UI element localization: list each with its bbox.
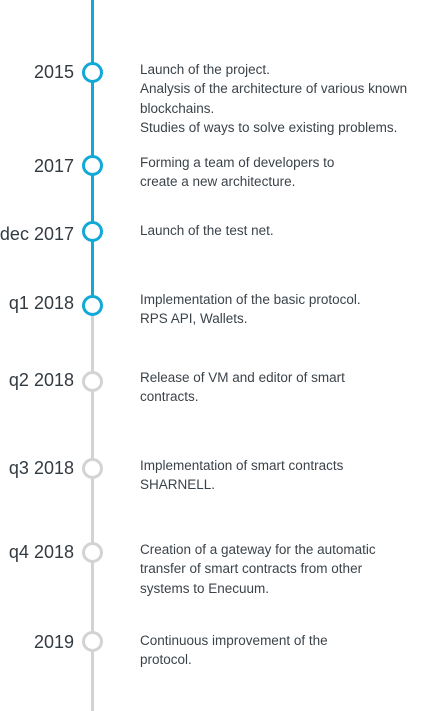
milestone-marker-upcoming-icon — [82, 371, 103, 392]
milestone-description: Implementation of smart contracts SHARNE… — [140, 456, 432, 495]
description-line: Continuous improvement of the — [140, 633, 328, 648]
timeline-line-completed — [91, 0, 94, 305]
milestone-date: 2019 — [33, 632, 74, 652]
milestone-description: Launch of the test net. — [140, 221, 432, 240]
description-line: transfer of smart contracts from other — [140, 561, 363, 577]
milestone-marker-upcoming-icon — [82, 458, 103, 479]
timeline-line-upcoming — [91, 305, 94, 711]
milestone-description: Implementation of the basic protocol. RP… — [140, 290, 432, 329]
milestone-description: Continuous improvement of the protocol. — [140, 631, 432, 670]
milestone-date: q4 2018 — [8, 542, 74, 562]
milestone-marker-completed-icon — [82, 221, 103, 242]
description-line: protocol. — [140, 652, 192, 668]
milestone-date: 2017 — [33, 156, 74, 176]
milestone-date: q2 2018 — [8, 370, 74, 390]
description-line: blockchains. — [140, 100, 215, 116]
description-line: contracts. — [140, 389, 199, 405]
description-line: Implementation of the basic protocol. — [140, 292, 361, 307]
description-line: SHARNELL. — [140, 477, 216, 493]
milestone-marker-upcoming-icon — [82, 542, 103, 563]
description-line: Forming a team of developers to — [140, 155, 335, 170]
description-line: Launch of the test net. — [140, 223, 274, 238]
description-line: Launch of the project. — [140, 62, 270, 77]
description-line: Release of VM and editor of smart — [140, 370, 345, 385]
milestone-date: 2015 — [33, 62, 74, 82]
milestone-date: dec 2017 — [0, 224, 74, 244]
description-line: Creation of a gateway for the automatic — [140, 542, 376, 557]
milestone-marker-upcoming-icon — [82, 631, 103, 652]
description-line: systems to Enecuum. — [140, 580, 270, 596]
milestone-date: q3 2018 — [8, 458, 74, 478]
milestone-marker-completed-icon — [82, 295, 103, 316]
milestone-description: Launch of the project. Analysis of the a… — [140, 60, 432, 137]
milestone-date: q1 2018 — [8, 293, 74, 313]
milestone-marker-completed-icon — [82, 62, 103, 83]
description-line: Studies of ways to solve existing proble… — [140, 119, 398, 135]
milestone-description: Creation of a gateway for the automatic … — [140, 540, 432, 598]
description-line: Analysis of the architecture of various … — [140, 81, 408, 97]
description-line: Implementation of smart contracts — [140, 458, 344, 473]
description-line: create a new architecture. — [140, 174, 296, 190]
milestone-marker-completed-icon — [82, 155, 103, 176]
milestone-description: Forming a team of developers to create a… — [140, 153, 432, 192]
milestone-description: Release of VM and editor of smart contra… — [140, 368, 432, 407]
description-line: RPS API, Wallets. — [140, 311, 248, 327]
